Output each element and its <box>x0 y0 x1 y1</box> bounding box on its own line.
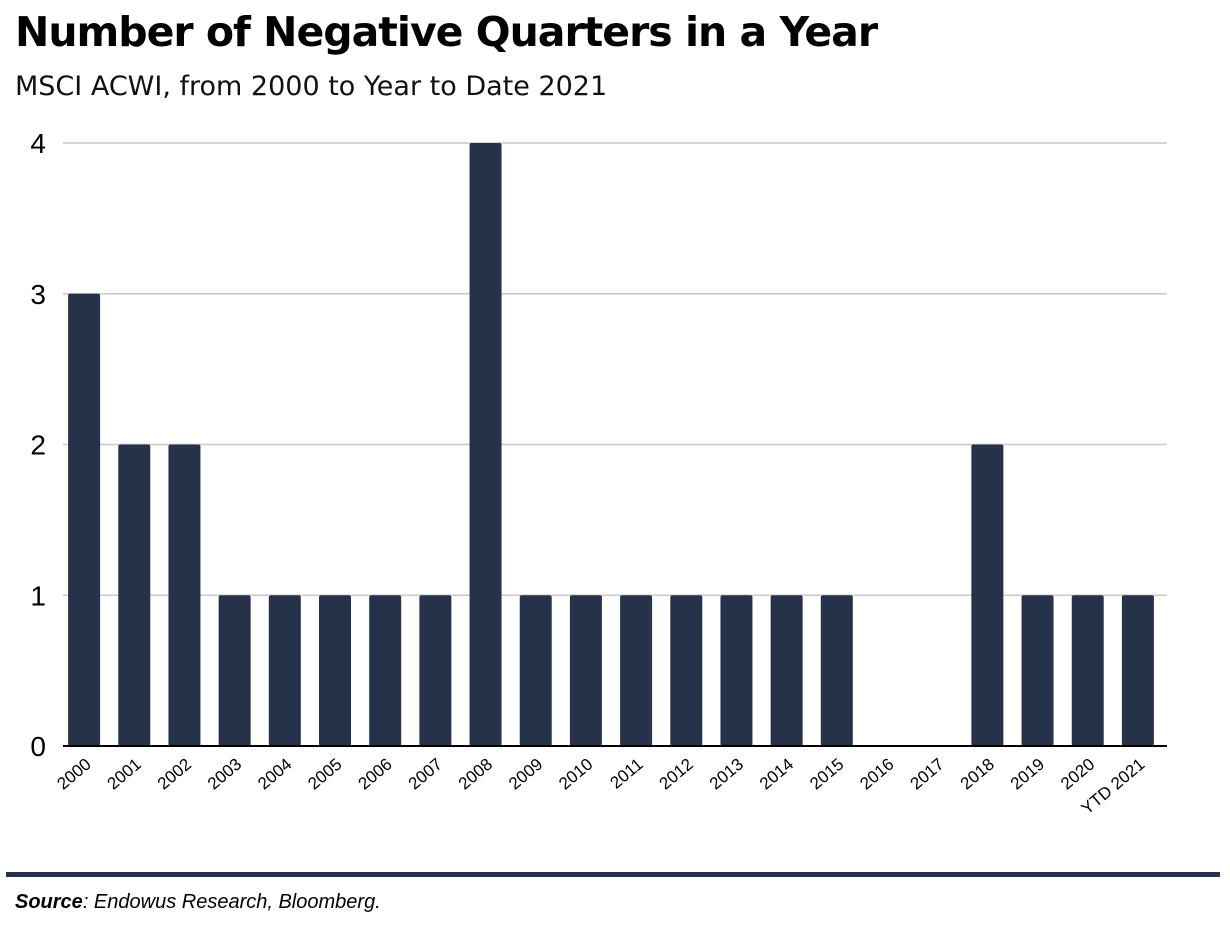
bar <box>519 595 552 746</box>
x-tick-label: 2009 <box>505 755 546 794</box>
bar <box>1121 595 1154 746</box>
y-tick-label: 1 <box>30 580 46 611</box>
y-tick-label: 4 <box>30 128 46 159</box>
bar <box>319 595 351 746</box>
y-tick-label: 3 <box>30 279 46 310</box>
bar <box>419 595 452 746</box>
x-tick-label: 2002 <box>154 755 195 794</box>
x-tick-label: 2000 <box>53 755 94 794</box>
source-note: Source: Endowus Research, Bloomberg. <box>15 891 381 914</box>
bar <box>770 595 803 746</box>
bar <box>1071 595 1104 746</box>
x-tick-label: 2015 <box>806 755 847 794</box>
x-tick-label: 2003 <box>204 755 245 794</box>
source-text: : Endowus Research, Bloomberg. <box>82 891 381 913</box>
bar <box>620 595 653 746</box>
x-tick-label: 2010 <box>555 755 596 794</box>
x-tick-label: 2007 <box>405 755 446 794</box>
x-tick-label: 2011 <box>606 755 646 793</box>
x-tick-label: 2020 <box>1057 755 1098 794</box>
x-tick-label: 2004 <box>254 755 295 794</box>
y-tick-label: 2 <box>30 430 46 461</box>
bar <box>820 595 853 746</box>
x-tick-label: 2014 <box>756 755 797 794</box>
x-tick-label: 2013 <box>706 755 747 794</box>
bar <box>68 293 101 746</box>
bar <box>720 595 753 746</box>
bar <box>971 444 1004 746</box>
y-tick-label: 0 <box>30 731 46 762</box>
x-tick-label: 2005 <box>304 755 345 794</box>
source-label: Source <box>15 891 83 913</box>
footer-divider <box>6 872 1220 877</box>
bar <box>268 595 301 746</box>
chart-title: Number of Negative Quarters in a Year <box>15 8 878 56</box>
bar <box>1021 595 1054 746</box>
bar <box>118 444 151 746</box>
bar <box>369 595 402 746</box>
bar <box>218 595 251 746</box>
bar <box>469 143 502 746</box>
x-tick-label: 2016 <box>856 755 897 794</box>
x-tick-label: 2018 <box>957 755 998 794</box>
x-tick-label: 2006 <box>355 755 396 794</box>
bar <box>569 595 602 746</box>
x-tick-label: 2008 <box>455 755 496 794</box>
bar <box>168 444 201 746</box>
x-tick-label: 2017 <box>907 755 948 794</box>
x-tick-label: 2001 <box>104 755 145 794</box>
x-tick-label: 2012 <box>656 755 697 794</box>
x-tick-label: 2019 <box>1007 755 1048 794</box>
bar <box>670 595 703 746</box>
chart-subtitle: MSCI ACWI, from 2000 to Year to Date 202… <box>15 71 608 102</box>
